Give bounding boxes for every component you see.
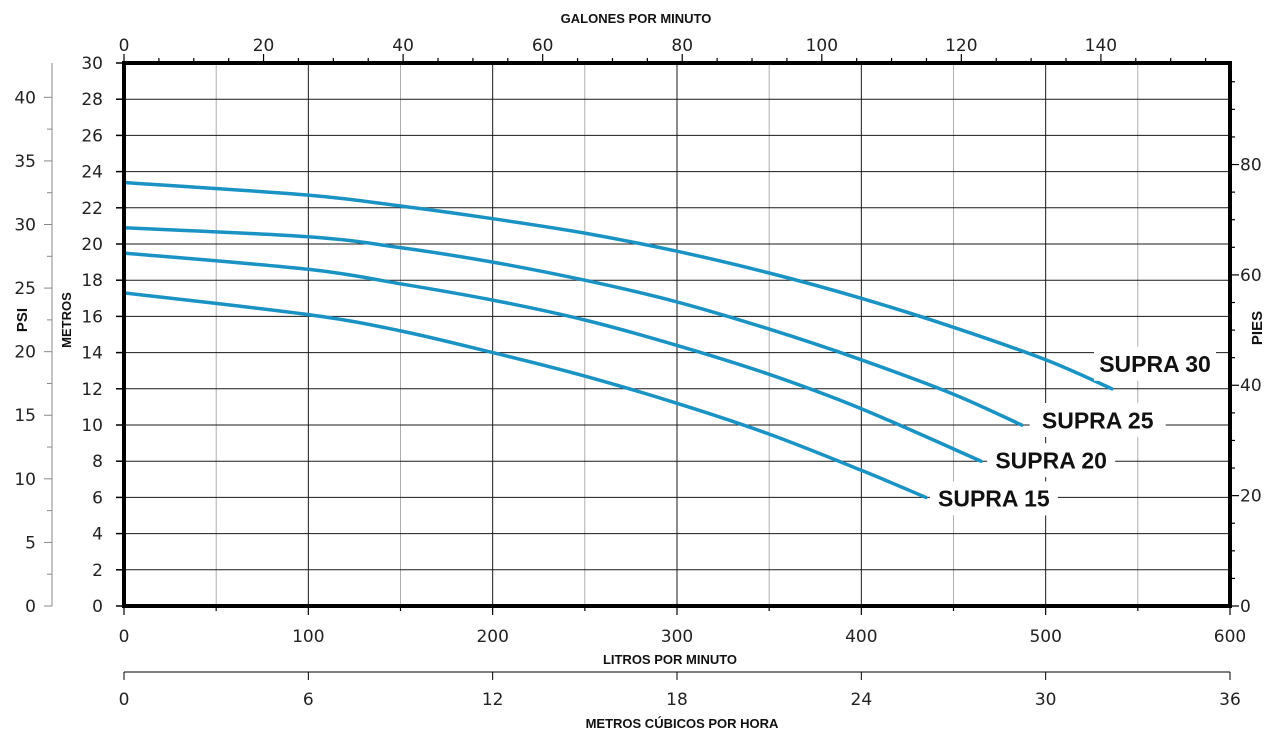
y-right-axis-title: PIES: [1249, 311, 1266, 345]
y-right-tick-label: 60: [1240, 266, 1262, 286]
x-top-tick-label: 120: [945, 36, 977, 56]
x-top-axis-title: GALONES POR MINUTO: [561, 11, 712, 26]
x-bottom-tick-label: 0: [119, 627, 130, 647]
x-bottom-tick-label: 400: [845, 627, 877, 647]
y-left-tick-label: 24: [81, 163, 103, 183]
x-top-tick-label: 140: [1085, 36, 1117, 56]
y-left-tick-label: 12: [81, 380, 103, 400]
y-right-tick-label: 80: [1240, 155, 1262, 175]
y-left-tick-label: 16: [81, 307, 103, 327]
series-label: SUPRA 30: [1099, 351, 1211, 377]
series-label-background: [1094, 346, 1217, 381]
series-label: SUPRA 25: [1042, 407, 1154, 433]
x-bottom2-tick-label: 36: [1219, 690, 1241, 710]
y-left-tick-label: 30: [81, 54, 103, 74]
y-left-tick-label: 26: [81, 126, 103, 146]
y-left-tick-label: 28: [81, 90, 103, 110]
series-curves: [122, 180, 1114, 500]
y-right-tick-label: 0: [1240, 597, 1251, 617]
x-bottom2-axis-title: METROS CÚBICOS POR HORA: [586, 716, 779, 731]
y-left2-axis-title: PSI: [14, 308, 31, 332]
series-line: [122, 251, 983, 463]
y-left-tick-label: 20: [81, 235, 103, 255]
series-labels: SUPRA 30 SUPRA 25 SUPRA 20 SUPRA 15: [929, 346, 1217, 516]
series-line: [122, 291, 928, 500]
y-left-axis-title: METROS: [59, 292, 74, 348]
series-label: SUPRA 15: [938, 486, 1050, 512]
x-bottom-tick-label: 300: [661, 627, 693, 647]
x-bottom2-tick-label: 30: [1035, 690, 1057, 710]
x-top-tick-label: 60: [532, 36, 554, 56]
x-bottom2-tick-label: 18: [666, 690, 688, 710]
y-left-tick-label: 2: [92, 561, 103, 581]
y-left2-tick-label: 15: [14, 406, 36, 426]
series-label-background: [1029, 403, 1166, 437]
series-line: [122, 180, 1114, 391]
y-left2-tick-label: 10: [14, 470, 36, 490]
y-right-tick-label: 40: [1240, 376, 1262, 396]
x-bottom2-tick-label: 24: [851, 690, 873, 710]
grid: [124, 63, 1230, 606]
x-bottom2-tick-label: 6: [303, 690, 314, 710]
x-bottom-tick-label: 600: [1214, 627, 1246, 647]
y-left-tick-label: 6: [92, 488, 103, 508]
series-label-background: [929, 481, 1058, 516]
y-left2-tick-label: 25: [14, 279, 36, 299]
x-top-tick-label: 100: [806, 36, 838, 56]
y-left2-tick-label: 40: [14, 88, 36, 108]
y-left-tick-label: 22: [81, 199, 103, 219]
y-left-tick-label: 10: [81, 416, 103, 436]
y-left2-tick-label: 30: [14, 215, 36, 235]
y-left-tick-label: 8: [92, 452, 103, 472]
x-bottom-tick-label: 100: [292, 627, 324, 647]
y-right-tick-label: 20: [1240, 487, 1262, 507]
x-top-tick-label: 80: [671, 36, 693, 56]
y-left-tick-label: 18: [81, 271, 103, 291]
y-left-tick-label: 14: [81, 344, 103, 364]
x-top-tick-label: 0: [119, 36, 130, 56]
x-top-tick-label: 40: [392, 36, 414, 56]
x-top-tick-label: 20: [253, 36, 275, 56]
series-label-background: [987, 443, 1116, 478]
axes: 0246810121416182022242628300510152025303…: [14, 36, 1261, 710]
x-bottom2-tick-label: 12: [482, 690, 504, 710]
y-left2-tick-label: 35: [14, 152, 36, 172]
series-label: SUPRA 20: [995, 447, 1107, 473]
series-line: [122, 225, 1024, 427]
y-left2-tick-label: 0: [25, 597, 36, 617]
y-left2-tick-label: 20: [14, 343, 36, 363]
x-bottom-axis-title: LITROS POR MINUTO: [603, 652, 737, 667]
y-left-tick-label: 4: [92, 525, 103, 545]
y-left2-tick-label: 5: [25, 533, 36, 553]
x-bottom-tick-label: 200: [476, 627, 508, 647]
x-bottom2-tick-label: 0: [119, 690, 130, 710]
y-left-tick-label: 0: [92, 597, 103, 617]
x-bottom-tick-label: 500: [1029, 627, 1061, 647]
